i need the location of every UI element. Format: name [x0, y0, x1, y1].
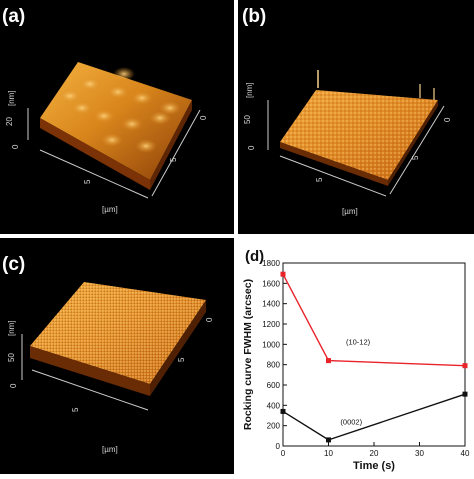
z-tick-top-b: 50	[243, 115, 252, 124]
data-point	[326, 437, 331, 443]
y-tick-label: 200	[267, 422, 281, 431]
fwhm-chart-panel: (d) Rocking curve FWHM (arcsec) Time (s)…	[237, 237, 474, 474]
z-tick-top-a: 20	[5, 117, 14, 126]
series-annotation: (0002)	[340, 418, 362, 427]
xy-tick-5-right-a: 5	[169, 157, 178, 162]
afm-surface-a: (a) [nm] 20 0 0 5 5 [µm]	[2, 6, 208, 214]
panel-label-b: (b)	[242, 6, 266, 27]
panel-label-a: (a)	[2, 6, 25, 27]
panel-label-c: (c)	[2, 254, 25, 275]
x-tick-label: 0	[281, 449, 286, 458]
xy-tick-5-front-c: 5	[71, 407, 80, 412]
series-line-0	[282, 273, 466, 367]
surface-side-right	[150, 100, 192, 190]
xy-tick-5-front-b: 5	[315, 177, 324, 182]
y-axis-label: Rocking curve FWHM (arcsec)	[242, 279, 254, 430]
data-point	[280, 271, 286, 277]
x-tick-label: 30	[415, 449, 424, 458]
xy-unit-label-c: [µm]	[102, 445, 118, 454]
xy-tick-5-right-b: 5	[411, 155, 420, 160]
data-point	[462, 391, 468, 397]
z-tick-top-c: 50	[7, 353, 16, 362]
z-tick-bottom-c: 0	[9, 383, 18, 388]
plot-frame	[282, 262, 466, 447]
y-tick-label: 1000	[262, 340, 280, 349]
z-tick-bottom-a: 0	[11, 144, 20, 149]
xy-tick-0-b: 0	[443, 117, 452, 122]
data-point	[280, 408, 286, 414]
chart-panel-label: (d)	[245, 248, 264, 265]
xy-unit-label-a: [µm]	[102, 205, 118, 214]
z-unit-label-c: [nm]	[7, 320, 16, 336]
y-tick-label: 0	[276, 442, 281, 451]
afm-panel-a: (a) [nm] 20 0 0 5 5 [µm]	[0, 0, 234, 234]
data-point	[462, 363, 468, 369]
y-tick-label: 1400	[262, 300, 280, 309]
xy-tick-0-c: 0	[205, 317, 214, 322]
afm-surface-b: (b) [nm] 50 0 0 5 5 [µm]	[242, 6, 452, 216]
afm-panel-b: (b) [nm] 50 0 0 5 5 [µm]	[238, 0, 474, 234]
afm-surface-c: (c) [nm] 50 0 0 5 5 [µm]	[2, 254, 214, 454]
xy-unit-label-b: [µm]	[342, 207, 358, 216]
y-tick-label: 1200	[262, 320, 280, 329]
x-tick-label: 10	[324, 449, 333, 458]
surface-side-front	[40, 118, 150, 190]
x-tick-label: 40	[461, 449, 470, 458]
x-axis-label: Time (s)	[353, 460, 395, 472]
z-unit-label-a: [nm]	[7, 90, 16, 106]
data-point	[326, 358, 331, 364]
xy-tick-5-front-a: 5	[83, 179, 92, 184]
z-tick-bottom-b: 0	[247, 145, 256, 150]
y-tick-label: 1600	[262, 279, 280, 288]
y-tick-label: 1800	[262, 259, 280, 268]
x-tick-label: 20	[370, 449, 379, 458]
xy-tick-5-right-c: 5	[177, 357, 186, 362]
y-tick-label: 800	[267, 361, 281, 370]
fwhm-line-chart: (d) Rocking curve FWHM (arcsec) Time (s)…	[242, 248, 470, 472]
series-line-1	[282, 393, 466, 441]
afm-panel-c: (c) [nm] 50 0 0 5 5 [µm]	[0, 238, 234, 474]
series-annotation: (10-12)	[346, 337, 371, 346]
xy-tick-0-a: 0	[199, 115, 208, 120]
z-unit-label-b: [nm]	[245, 82, 254, 98]
y-tick-label: 400	[267, 401, 281, 410]
y-tick-label: 600	[267, 381, 281, 390]
